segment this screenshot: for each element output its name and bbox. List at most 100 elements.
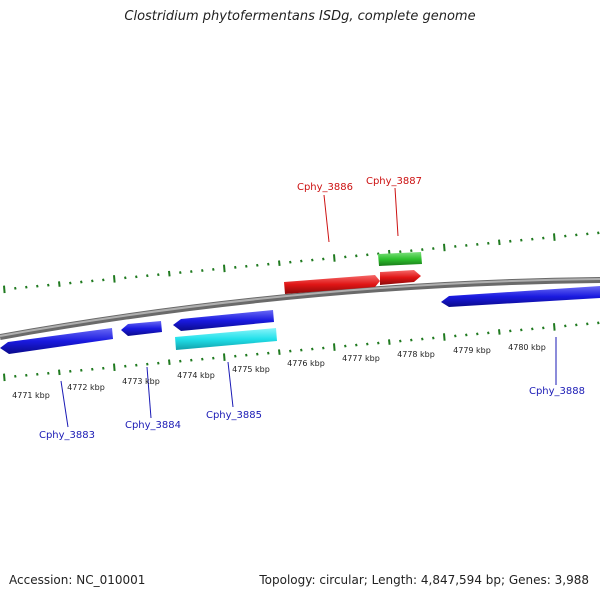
- accession-text: Accession: NC_010001: [9, 573, 146, 587]
- scale-tick: [135, 275, 138, 279]
- scale-tick: [355, 343, 358, 347]
- scale-tick: [212, 356, 215, 360]
- scale-tick: [498, 329, 501, 335]
- scale-label: 4773 kbp: [122, 377, 160, 386]
- scale-tick: [69, 281, 72, 285]
- scale-tick: [47, 371, 50, 375]
- scale-tick: [421, 337, 424, 341]
- scale-tick: [91, 367, 94, 371]
- scale-tick: [432, 247, 435, 251]
- scale-tick: [509, 239, 512, 243]
- scale-label: 4772 kbp: [67, 383, 105, 392]
- scale-tick: [355, 254, 358, 258]
- scale-tick: [36, 284, 39, 288]
- scale-tick: [245, 264, 248, 268]
- gene-cphy-3888[interactable]: [441, 286, 600, 307]
- scale-tick: [256, 352, 259, 356]
- scale-tick: [168, 270, 171, 277]
- scale-label: 4771 kbp: [12, 391, 50, 400]
- gene-cphy-3887[interactable]: [380, 270, 421, 285]
- scale-tick: [168, 359, 171, 366]
- rna-feature[interactable]: [378, 252, 422, 266]
- scale-tick: [201, 269, 204, 272]
- scale-tick: [113, 275, 116, 283]
- gene-cphy-3884[interactable]: [121, 321, 162, 336]
- scale-tick: [157, 273, 160, 277]
- scale-tick: [124, 276, 127, 280]
- scale-tick: [586, 232, 589, 236]
- gene-cphy-3886[interactable]: [284, 275, 380, 294]
- gene-label-cphy-3887: Cphy_3887: [366, 176, 422, 187]
- gene-cphy-3885-highlight[interactable]: [175, 328, 277, 350]
- scale-tick: [432, 336, 435, 340]
- scale-tick: [69, 369, 72, 373]
- scale-tick: [146, 274, 149, 278]
- gene-cphy-3883[interactable]: [0, 328, 113, 354]
- gene-cphy-3885[interactable]: [173, 310, 274, 331]
- scale-tick: [245, 353, 248, 357]
- scale-tick: [47, 283, 50, 287]
- scale-tick: [223, 264, 226, 273]
- scale-tick: [91, 279, 94, 283]
- scale-label: 4775 kbp: [232, 365, 270, 374]
- scale-tick: [377, 341, 380, 345]
- scale-tick: [421, 248, 424, 252]
- scale-tick: [333, 254, 336, 262]
- scale-tick: [465, 333, 468, 337]
- inner-tick-ring: [3, 321, 600, 382]
- backbone-highlight: [0, 278, 600, 337]
- scale-label: 4778 kbp: [397, 350, 435, 359]
- scale-tick: [102, 366, 105, 370]
- scale-tick: [520, 238, 523, 242]
- scale-tick: [542, 236, 545, 240]
- scale-tick: [531, 237, 534, 241]
- scale-tick: [278, 349, 281, 355]
- scale-tick: [14, 286, 17, 290]
- scale-tick: [564, 234, 567, 238]
- scale-tick: [443, 243, 446, 252]
- gene-label-cphy-3883: Cphy_3883: [39, 430, 95, 441]
- scale-tick: [509, 329, 512, 333]
- minus-strand-leaders: [60, 337, 557, 428]
- scale-tick: [278, 260, 281, 267]
- scale-tick: [113, 363, 116, 372]
- scale-tick: [223, 353, 226, 361]
- scale-tick: [487, 241, 490, 245]
- scale-tick: [201, 357, 204, 361]
- scale-tick: [586, 322, 589, 326]
- scale-tick: [333, 343, 336, 351]
- scale-tick: [344, 344, 347, 348]
- scale-tick: [311, 258, 314, 262]
- scale-tick: [102, 278, 105, 282]
- scale-tick: [256, 263, 259, 267]
- gene-label-cphy-3885: Cphy_3885: [206, 410, 262, 421]
- scale-label: 4774 kbp: [177, 371, 215, 380]
- scale-label: 4779 kbp: [453, 346, 491, 355]
- scale-tick: [597, 231, 600, 235]
- scale-tick: [234, 354, 237, 358]
- scale-tick: [597, 321, 600, 325]
- scale-tick: [366, 253, 369, 257]
- gene-label-cphy-3886: Cphy_3886: [297, 182, 353, 193]
- scale-tick: [157, 361, 160, 365]
- gene-label-cphy-3888: Cphy_3888: [529, 386, 585, 397]
- scale-tick: [179, 359, 182, 363]
- scale-tick: [476, 242, 479, 246]
- scale-label: 4777 kbp: [342, 354, 380, 363]
- scale-tick: [25, 285, 28, 289]
- scale-tick: [344, 255, 347, 259]
- scale-label: 4780 kbp: [508, 343, 546, 352]
- scale-tick: [410, 338, 413, 342]
- scale-tick: [267, 262, 270, 266]
- scale-tick: [80, 368, 83, 372]
- scale-tick: [388, 339, 391, 345]
- scale-tick: [575, 233, 578, 237]
- scale-tick: [575, 323, 578, 327]
- scale-tick: [135, 363, 138, 367]
- scale-tick: [3, 285, 6, 294]
- scale-tick: [465, 243, 468, 247]
- scale-tick: [399, 339, 402, 343]
- scale-tick: [300, 348, 303, 352]
- genome-summary-text: Topology: circular; Length: 4,847,594 bp…: [259, 573, 589, 587]
- plus-strand-leaders: [323, 187, 399, 243]
